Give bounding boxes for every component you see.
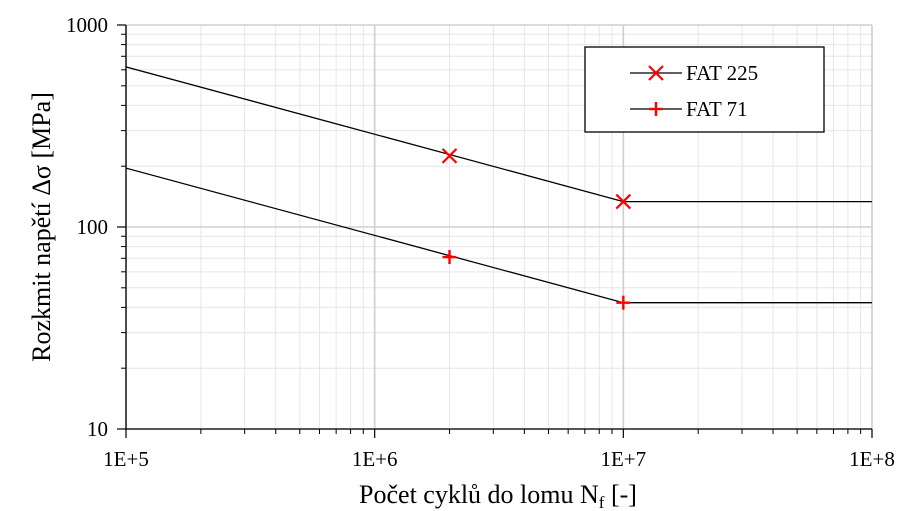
series-line-2 bbox=[125, 167, 872, 304]
series-marker-1-stroke bbox=[615, 193, 632, 210]
series-marker-2 bbox=[442, 250, 457, 265]
series-layer bbox=[125, 66, 872, 310]
y-tick-label: 100 bbox=[77, 215, 109, 239]
y-tick-label: 1000 bbox=[66, 13, 108, 37]
legend-label-2: FAT 71 bbox=[686, 97, 748, 121]
axes bbox=[117, 24, 873, 438]
legend-marker-1-stroke bbox=[648, 65, 664, 81]
legend-marker-1 bbox=[648, 65, 664, 81]
x-axis-title-subscript: f bbox=[599, 493, 605, 511]
legend-label-1: FAT 225 bbox=[686, 61, 758, 85]
tick-labels: 1E+5 1E+6 1E+7 1E+8 10 100 1000 bbox=[66, 13, 895, 471]
x-axis-title-main: Počet cyklů do lomu N bbox=[359, 480, 599, 509]
x-axis-title: Počet cyklů do lomu Nf [-] bbox=[359, 480, 637, 511]
y-tick-label: 10 bbox=[87, 417, 108, 441]
x-tick-label: 1E+6 bbox=[352, 447, 398, 471]
x-tick-label: 1E+8 bbox=[849, 447, 895, 471]
legend-box bbox=[584, 46, 825, 133]
series-marker-2 bbox=[616, 295, 631, 310]
series-marker-1 bbox=[615, 193, 632, 210]
legend: FAT 225 FAT 71 bbox=[584, 46, 825, 133]
legend-marker-2 bbox=[649, 102, 663, 116]
y-axis-title: Rozkmit napětí Δσ [MPa] bbox=[27, 92, 56, 362]
x-tick-label: 1E+5 bbox=[103, 447, 149, 471]
x-axis-title-suffix: [-] bbox=[604, 480, 636, 509]
series-marker-1 bbox=[441, 148, 458, 164]
x-tick-label: 1E+7 bbox=[600, 447, 646, 471]
series-marker-1-stroke bbox=[441, 148, 458, 164]
